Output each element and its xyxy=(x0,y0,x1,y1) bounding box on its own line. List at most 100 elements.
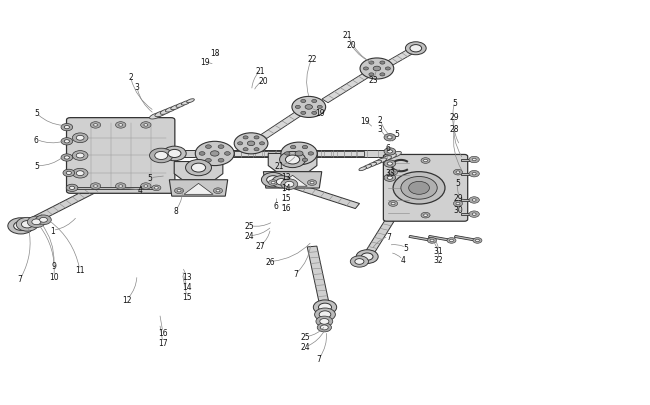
Circle shape xyxy=(356,250,378,264)
Circle shape xyxy=(211,151,219,157)
Polygon shape xyxy=(428,236,452,242)
Circle shape xyxy=(248,142,255,146)
Circle shape xyxy=(155,152,168,160)
Circle shape xyxy=(318,303,332,311)
Circle shape xyxy=(61,139,73,145)
Circle shape xyxy=(266,176,280,184)
Circle shape xyxy=(385,68,391,71)
Circle shape xyxy=(473,199,476,202)
Circle shape xyxy=(144,124,148,127)
Circle shape xyxy=(168,150,181,158)
Circle shape xyxy=(454,170,463,175)
Circle shape xyxy=(469,197,479,204)
Circle shape xyxy=(393,172,445,205)
Text: 33: 33 xyxy=(385,169,395,178)
Text: 5: 5 xyxy=(394,129,399,139)
Circle shape xyxy=(317,323,332,332)
Polygon shape xyxy=(173,151,390,157)
Circle shape xyxy=(473,213,476,216)
Circle shape xyxy=(119,185,123,188)
Text: 29: 29 xyxy=(453,194,463,203)
Circle shape xyxy=(389,201,398,207)
Circle shape xyxy=(224,152,230,156)
Polygon shape xyxy=(263,172,322,189)
Circle shape xyxy=(261,173,285,188)
Circle shape xyxy=(295,106,300,109)
Circle shape xyxy=(361,254,373,261)
Circle shape xyxy=(469,211,479,218)
Text: 5: 5 xyxy=(34,109,39,118)
Circle shape xyxy=(268,180,278,186)
Circle shape xyxy=(369,74,374,77)
Circle shape xyxy=(14,222,28,231)
Text: 5: 5 xyxy=(456,179,460,188)
Text: 17: 17 xyxy=(158,338,168,347)
Circle shape xyxy=(254,136,259,140)
Circle shape xyxy=(36,215,51,225)
Text: 7: 7 xyxy=(316,355,321,364)
Circle shape xyxy=(391,203,395,205)
Ellipse shape xyxy=(381,156,391,162)
Text: 9: 9 xyxy=(51,262,57,271)
Text: 16: 16 xyxy=(281,203,291,212)
Text: 23: 23 xyxy=(369,76,378,85)
Circle shape xyxy=(406,43,426,55)
Circle shape xyxy=(312,100,317,103)
Circle shape xyxy=(243,148,248,151)
Circle shape xyxy=(195,142,234,166)
Circle shape xyxy=(320,325,328,330)
Circle shape xyxy=(305,105,313,110)
Circle shape xyxy=(469,157,479,163)
Polygon shape xyxy=(307,247,330,308)
Polygon shape xyxy=(27,184,104,225)
Text: 30: 30 xyxy=(453,205,463,214)
Circle shape xyxy=(387,162,393,166)
Circle shape xyxy=(292,97,326,118)
Circle shape xyxy=(430,240,434,242)
Circle shape xyxy=(61,124,73,132)
FancyBboxPatch shape xyxy=(66,118,175,194)
Polygon shape xyxy=(387,48,417,66)
Circle shape xyxy=(476,240,479,242)
Circle shape xyxy=(285,182,294,188)
Circle shape xyxy=(291,146,296,149)
Circle shape xyxy=(424,214,428,217)
Circle shape xyxy=(389,170,398,175)
Circle shape xyxy=(391,172,395,174)
Circle shape xyxy=(205,145,211,149)
Text: 20: 20 xyxy=(346,40,356,49)
Circle shape xyxy=(456,172,460,174)
Circle shape xyxy=(410,45,422,53)
Text: 24: 24 xyxy=(244,232,254,241)
Circle shape xyxy=(469,171,479,177)
Circle shape xyxy=(64,126,70,130)
Circle shape xyxy=(199,152,205,156)
Polygon shape xyxy=(184,184,213,195)
Polygon shape xyxy=(268,154,317,172)
Circle shape xyxy=(40,218,47,223)
Text: 18: 18 xyxy=(210,49,220,58)
Polygon shape xyxy=(462,173,474,175)
Circle shape xyxy=(76,136,84,141)
Circle shape xyxy=(90,122,101,129)
Ellipse shape xyxy=(166,108,176,113)
Circle shape xyxy=(384,160,396,168)
Circle shape xyxy=(384,134,396,142)
Polygon shape xyxy=(278,176,307,187)
Circle shape xyxy=(163,147,186,161)
Circle shape xyxy=(116,122,126,129)
Ellipse shape xyxy=(389,152,401,158)
Circle shape xyxy=(312,112,317,115)
Text: 29: 29 xyxy=(450,113,460,121)
Circle shape xyxy=(70,187,75,190)
Circle shape xyxy=(94,185,98,188)
Circle shape xyxy=(140,183,151,190)
Circle shape xyxy=(319,311,331,318)
Text: 2: 2 xyxy=(128,73,133,82)
Text: 4: 4 xyxy=(400,256,405,265)
Circle shape xyxy=(363,68,369,71)
Text: 5: 5 xyxy=(148,174,152,183)
Text: 7: 7 xyxy=(18,275,23,284)
Text: 19: 19 xyxy=(315,109,324,117)
Text: 21: 21 xyxy=(255,67,265,76)
